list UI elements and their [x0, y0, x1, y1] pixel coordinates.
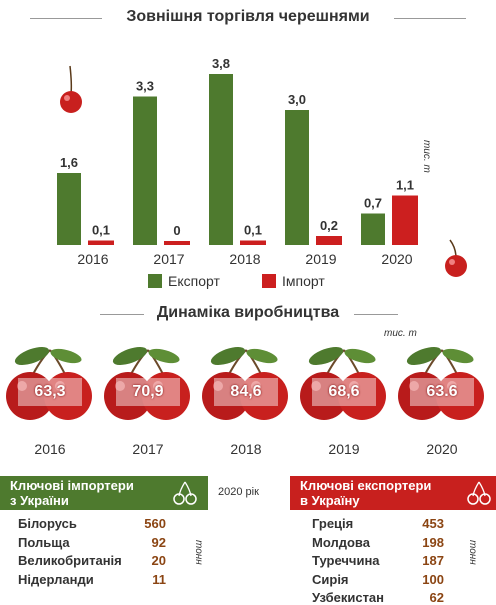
- importers-header: Ключові імпортери з України: [0, 476, 208, 510]
- x-tick-label-2018: 2018: [229, 251, 260, 267]
- bar-export-2017: [133, 96, 157, 245]
- legend-label-import: Імпорт: [282, 273, 325, 289]
- production-divider-left: [100, 314, 144, 315]
- exporters-title-line1: Ключові експортери: [300, 478, 432, 493]
- data-label-export-2019: 3,0: [288, 92, 306, 107]
- country-name: Нідерланди: [18, 571, 94, 587]
- country-value: 560: [144, 516, 166, 531]
- year-note: 2020 рік: [218, 486, 259, 498]
- title-divider-left: [30, 18, 102, 19]
- country-value: 92: [151, 534, 166, 550]
- legend-label-export: Експорт: [168, 273, 220, 289]
- exporters-unit-label: тонн: [467, 540, 478, 565]
- country-value: 20: [151, 553, 166, 568]
- production-value: 84,6: [214, 378, 278, 406]
- data-label-import-2017: 0: [173, 223, 180, 238]
- data-label-import-2020: 1,1: [396, 178, 414, 193]
- data-label-export-2016: 1,6: [60, 155, 78, 170]
- data-label-export-2020: 0,7: [364, 196, 382, 211]
- bar-import-2018: [240, 240, 266, 245]
- country-name: Білорусь: [18, 516, 77, 531]
- production-item-2019: 68,6 2019: [296, 346, 392, 457]
- x-tick-label-2019: 2019: [305, 251, 336, 267]
- production-item-2020: 63.6 2020: [394, 346, 490, 457]
- country-value: 453: [422, 516, 444, 531]
- bar-export-2018: [209, 74, 233, 245]
- x-tick-label-2020: 2020: [381, 251, 412, 267]
- exporters-title-line2: в Україну: [300, 493, 360, 508]
- production-unit-label: тис. т: [384, 328, 417, 339]
- x-tick-label-2016: 2016: [77, 251, 108, 267]
- production-year: 2017: [132, 441, 164, 457]
- production-value: 63,3: [18, 378, 82, 406]
- production-year: 2019: [328, 441, 360, 457]
- cherry-cluster-icon: [202, 346, 288, 420]
- production-year: 2016: [34, 441, 66, 457]
- cherry-cluster-icon: [6, 346, 92, 420]
- legend-swatch-export: [148, 274, 162, 288]
- country-value: 11: [152, 571, 166, 587]
- country-value: 187: [422, 553, 444, 568]
- x-tick-label-2017: 2017: [153, 251, 184, 267]
- production-year: 2018: [230, 441, 262, 457]
- country-value: 198: [422, 534, 444, 550]
- production-item-2016: 63,3 2016: [2, 346, 98, 457]
- production-title: Динаміка виробництва: [156, 304, 340, 321]
- production-item-2017: 70,9 2017: [100, 346, 196, 457]
- cherry-pair-icon: [173, 481, 197, 505]
- exporters-header: Ключові експортери в Україну: [290, 476, 496, 510]
- trade-bar-chart: 1,6 0,1 2016 3,3 0 2017 3,8 0,1 2018 3,0 0,2 2019 0,…: [57, 56, 418, 267]
- country-name: Польща: [18, 534, 70, 550]
- importers-title-line1: Ключові імпортери: [10, 478, 134, 493]
- country-value: 100: [422, 571, 444, 587]
- data-label-export-2018: 3,8: [212, 56, 230, 71]
- cherry-pair-icon: [467, 481, 491, 505]
- importers-unit-label: тонн: [193, 540, 204, 565]
- data-label-export-2017: 3,3: [136, 79, 154, 94]
- production-year: 2020: [426, 441, 458, 457]
- country-name: Греція: [312, 516, 354, 531]
- country-name: Великобританія: [18, 553, 122, 568]
- chart-title: Зовнішня торгівля черешнями: [126, 8, 370, 25]
- bar-import-2016: [88, 240, 114, 245]
- bar-export-2016: [57, 173, 81, 245]
- country-name: Молдова: [312, 534, 370, 550]
- production-item-2018: 84,6 2018: [198, 346, 294, 457]
- data-label-import-2016: 0,1: [92, 223, 110, 238]
- cherry-icon: [60, 65, 82, 113]
- importers-title-line2: з України: [10, 493, 69, 508]
- cherry-icon: [445, 239, 467, 277]
- bar-import-2020: [392, 195, 418, 245]
- country-name: Узбекистан: [312, 590, 385, 605]
- data-label-import-2018: 0,1: [244, 223, 262, 238]
- production-value: 63.6: [410, 378, 474, 406]
- bar-import-2017: [164, 241, 190, 245]
- production-divider-right: [354, 314, 398, 315]
- bar-export-2020: [361, 213, 385, 245]
- country-name: Сирія: [312, 571, 349, 587]
- production-value: 68,6: [312, 378, 376, 406]
- legend-swatch-import: [262, 274, 276, 288]
- bar-export-2019: [285, 110, 309, 245]
- title-divider-right: [394, 18, 466, 19]
- production-value: 70,9: [116, 378, 180, 406]
- data-label-import-2019: 0,2: [320, 218, 338, 233]
- bar-import-2019: [316, 236, 342, 245]
- country-name: Туреччина: [312, 553, 380, 568]
- country-value: 62: [429, 590, 444, 605]
- cherry-cluster-icon: [104, 346, 190, 420]
- cherry-cluster-icon: [398, 346, 484, 420]
- cherry-cluster-icon: [300, 346, 386, 420]
